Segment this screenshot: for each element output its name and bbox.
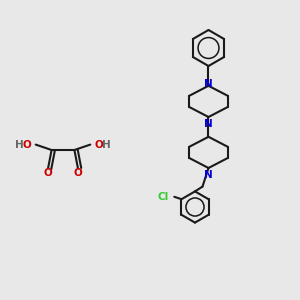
Text: N: N [204, 170, 213, 180]
Text: Cl: Cl [158, 192, 169, 202]
Text: O: O [94, 140, 103, 150]
Text: H: H [15, 140, 24, 150]
Text: O: O [44, 168, 52, 178]
Text: H: H [102, 140, 110, 150]
Text: N: N [204, 79, 213, 89]
Text: O: O [74, 168, 82, 178]
Text: O: O [22, 140, 31, 150]
Text: N: N [204, 119, 213, 129]
